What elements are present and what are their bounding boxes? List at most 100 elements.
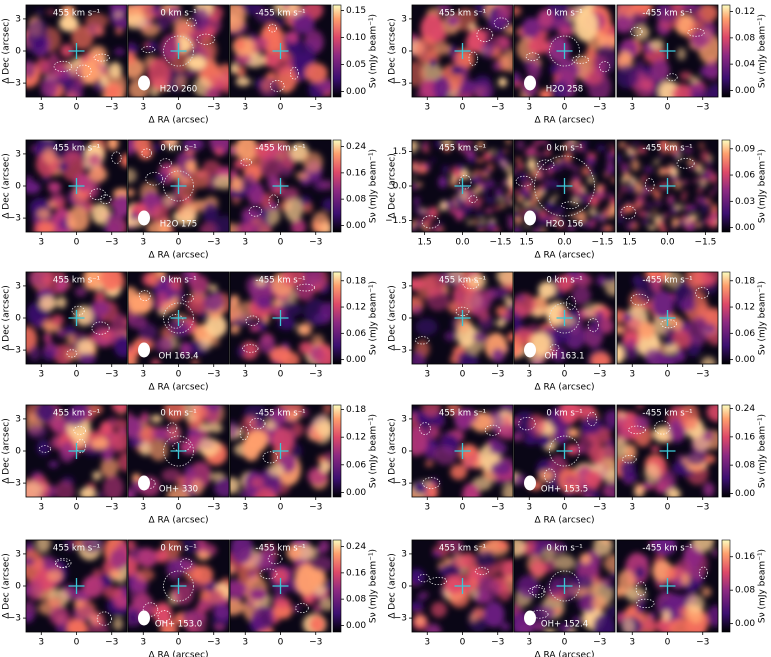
contour xyxy=(429,576,448,585)
x-tick-label: 0 xyxy=(562,370,568,380)
emission-blob xyxy=(635,405,645,410)
colorbar-label: Sν (mJy beam⁻¹) xyxy=(369,14,379,88)
emission-blob xyxy=(514,540,526,558)
colorbar-label: Sν (mJy beam⁻¹) xyxy=(758,14,768,88)
emission-blob xyxy=(173,16,194,38)
emission-blob xyxy=(563,475,579,487)
emission-blob xyxy=(83,272,101,291)
map-emission xyxy=(412,405,513,497)
contour xyxy=(636,598,655,609)
emission-blob xyxy=(568,428,579,438)
emission-blob xyxy=(85,13,109,30)
contour xyxy=(267,553,283,565)
emission-blob xyxy=(267,202,279,212)
velocity-label: -455 km s⁻¹ xyxy=(255,276,305,286)
emission-blob xyxy=(620,162,630,174)
emission-blob xyxy=(650,445,660,452)
emission-blob xyxy=(473,175,482,181)
emission-blob xyxy=(437,540,452,546)
emission-blob xyxy=(580,415,602,435)
contour xyxy=(99,194,112,205)
emission-blob xyxy=(496,319,506,328)
emission-blob xyxy=(655,7,677,23)
emission-blob xyxy=(617,216,625,224)
aperture xyxy=(534,155,595,217)
emission-blob xyxy=(618,207,626,217)
emission-blob xyxy=(104,84,120,97)
x-axis-label: Δ RA (arcsec) xyxy=(534,651,594,657)
emission-blob xyxy=(595,44,615,74)
emission-blob xyxy=(587,177,596,184)
emission-blob xyxy=(532,227,542,232)
map: H2O 258 0 km s⁻¹ xyxy=(514,5,615,97)
emission-blob xyxy=(516,575,540,599)
emission-blob xyxy=(514,432,524,442)
emission-blob xyxy=(633,73,656,97)
emission-blob xyxy=(477,222,484,230)
emission-blob xyxy=(202,202,219,224)
contour xyxy=(630,27,643,37)
emission-blob xyxy=(66,619,88,632)
emission-blob xyxy=(550,80,570,97)
emission-blob xyxy=(623,204,634,213)
emission-blob xyxy=(695,222,702,227)
contour xyxy=(587,412,598,427)
emission-blob xyxy=(417,592,426,602)
contour xyxy=(493,17,509,29)
emission-blob xyxy=(678,298,696,313)
emission-blob xyxy=(230,63,239,75)
map-emission xyxy=(617,405,718,497)
emission-blob xyxy=(689,76,700,83)
colorbar-tick-label: 0.06 xyxy=(735,329,755,339)
emission-blob xyxy=(197,437,221,456)
beam xyxy=(524,610,536,626)
emission-blob xyxy=(271,52,292,76)
emission-blob xyxy=(217,71,229,94)
emission-blob xyxy=(176,326,190,336)
colorbar-tick-label: 0.00 xyxy=(346,355,366,365)
emission-blob xyxy=(421,405,441,417)
emission-blob xyxy=(254,7,277,24)
emission-blob xyxy=(128,540,136,552)
emission-blob xyxy=(542,548,556,562)
emission-blob xyxy=(311,334,324,345)
x-tick-label: −3 xyxy=(207,638,220,648)
emission-blob xyxy=(39,295,57,311)
emission-blob xyxy=(128,286,139,304)
emission-blob xyxy=(637,321,656,340)
emission-blob xyxy=(230,5,246,33)
emission-blob xyxy=(676,47,687,61)
emission-blob xyxy=(174,74,188,90)
emission-blob xyxy=(538,281,556,299)
emission-blob xyxy=(156,272,167,278)
contour xyxy=(518,416,536,431)
emission-blob xyxy=(695,303,713,320)
emission-blob xyxy=(197,429,209,440)
emission-blob xyxy=(514,5,522,17)
emission-blob xyxy=(241,206,260,222)
emission-blob xyxy=(469,613,478,623)
map-emission xyxy=(26,5,127,97)
emission-blob xyxy=(617,64,639,89)
emission-blob xyxy=(35,9,45,16)
contour xyxy=(565,295,577,310)
emission-blob xyxy=(463,141,469,148)
emission-blob xyxy=(451,56,460,62)
line-label: H2O 175 xyxy=(160,220,197,230)
emission-blob xyxy=(478,228,484,232)
emission-blob xyxy=(622,312,633,323)
emission-blob xyxy=(475,211,485,218)
velocity-label: 0 km s⁻¹ xyxy=(546,144,582,154)
emission-blob xyxy=(442,165,449,174)
y-tick-label: 1.5 xyxy=(393,147,407,157)
colorbar-label: Sν (mJy beam⁻¹) xyxy=(369,281,379,355)
emission-blob xyxy=(701,586,712,597)
map-emission xyxy=(514,272,615,364)
map-emission xyxy=(26,540,127,632)
x-axis-label: Δ RA (arcsec) xyxy=(534,383,594,393)
emission-blob xyxy=(705,323,716,334)
emission-blob xyxy=(488,148,496,154)
emission-blob xyxy=(273,597,291,608)
emission-blob xyxy=(425,623,442,632)
emission-blob xyxy=(481,187,489,195)
